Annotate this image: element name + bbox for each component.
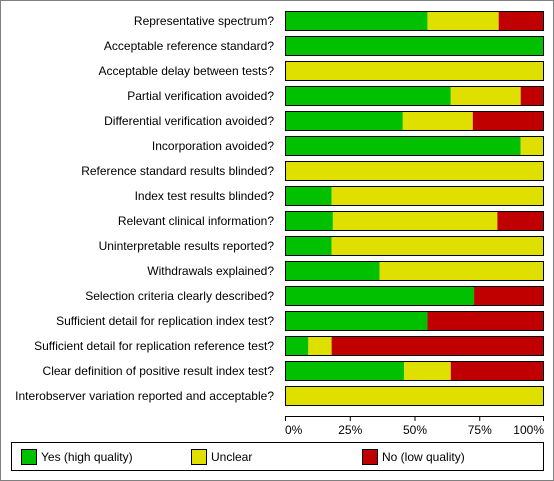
- bar-outline: [285, 11, 544, 31]
- bar-segment: [331, 336, 544, 356]
- category-label: Index test results blinded?: [135, 189, 275, 203]
- legend-swatch: [362, 449, 378, 465]
- category-label: Interobserver variation reported and acc…: [15, 389, 274, 403]
- bar-segment: [332, 211, 498, 231]
- bar-outline: [285, 286, 544, 306]
- x-tick-label: 75%: [468, 423, 492, 437]
- bar-segment: [285, 61, 544, 81]
- category-label: Reference standard results blinded?: [81, 164, 274, 178]
- bar-outline: [285, 311, 544, 331]
- legend-swatch: [191, 449, 207, 465]
- bar-outline: [285, 136, 544, 156]
- bar-segment: [285, 111, 403, 131]
- category-label: Acceptable reference standard?: [104, 39, 274, 53]
- x-tick-label: 100%: [513, 423, 544, 437]
- category-label: Representative spectrum?: [134, 14, 274, 28]
- bar-segment: [450, 86, 521, 106]
- x-tick-label: 50%: [403, 423, 427, 437]
- bar-outline: [285, 336, 544, 356]
- category-label: Withdrawals explained?: [147, 264, 274, 278]
- x-tick-label: 25%: [338, 423, 362, 437]
- bar-segment: [331, 236, 544, 256]
- category-label: Incorporation avoided?: [152, 139, 274, 153]
- bar-segment: [450, 361, 544, 381]
- bar-segment: [285, 211, 333, 231]
- legend-label: Yes (high quality): [41, 450, 133, 464]
- bar-segment: [427, 11, 499, 31]
- bar-outline: [285, 161, 544, 181]
- category-label: Differential verification avoided?: [104, 114, 274, 128]
- bar-outline: [285, 36, 544, 56]
- bar-segment: [331, 186, 544, 206]
- bar-outline: [285, 61, 544, 81]
- bar-segment: [379, 261, 544, 281]
- bar-segment: [474, 286, 544, 306]
- bar-segment: [308, 336, 332, 356]
- category-label: Selection criteria clearly described?: [85, 289, 274, 303]
- bar-outline: [285, 236, 544, 256]
- bar-segment: [285, 161, 544, 181]
- bar-outline: [285, 261, 544, 281]
- legend-label: No (low quality): [382, 450, 465, 464]
- category-label: Uninterpretable results reported?: [99, 239, 275, 253]
- bar-outline: [285, 186, 544, 206]
- bar-segment: [285, 311, 428, 331]
- category-labels: Representative spectrum? Acceptable refer…: [15, 14, 274, 403]
- bar-segment: [285, 336, 309, 356]
- legend: Yes (high quality) Unclear No (low quality…: [11, 442, 544, 471]
- bar-segment: [285, 236, 332, 256]
- category-label: Sufficient detail for replication refere…: [34, 339, 274, 353]
- bar-segment: [472, 111, 544, 131]
- bar-outline: [285, 86, 544, 106]
- bar-segment: [285, 86, 451, 106]
- bar-segment: [520, 136, 544, 156]
- bar-segment: [404, 361, 451, 381]
- bar-segment: [285, 361, 405, 381]
- bar-segment: [285, 261, 380, 281]
- legend-swatch: [21, 449, 37, 465]
- bar-outline: [285, 361, 544, 381]
- bar-segment: [285, 36, 544, 56]
- x-axis: 0% 25% 50% 75% 100%: [285, 416, 544, 437]
- x-tick-label: 0%: [285, 423, 303, 437]
- bar-segment: [285, 186, 332, 206]
- stacked-bars: [285, 11, 544, 406]
- category-label: Acceptable delay between tests?: [99, 64, 275, 78]
- category-label: Relevant clinical information?: [118, 214, 274, 228]
- bar-outline: [285, 111, 544, 131]
- legend-label: Unclear: [211, 450, 252, 464]
- bar-segment: [285, 136, 521, 156]
- bar-segment: [520, 86, 544, 106]
- category-label: Clear definition of positive result inde…: [43, 364, 275, 378]
- bar-segment: [285, 386, 544, 406]
- bar-segment: [285, 286, 475, 306]
- bar-segment: [498, 11, 544, 31]
- category-label: Partial verification avoided?: [127, 89, 274, 103]
- category-label: Sufficient detail for replication index …: [56, 314, 274, 328]
- legend-box: [11, 442, 544, 471]
- bar-segment: [285, 11, 428, 31]
- bar-segment: [402, 111, 473, 131]
- bar-segment: [427, 311, 544, 331]
- bar-segment: [497, 211, 544, 231]
- bar-outline: [285, 211, 544, 231]
- bar-outline: [285, 386, 544, 406]
